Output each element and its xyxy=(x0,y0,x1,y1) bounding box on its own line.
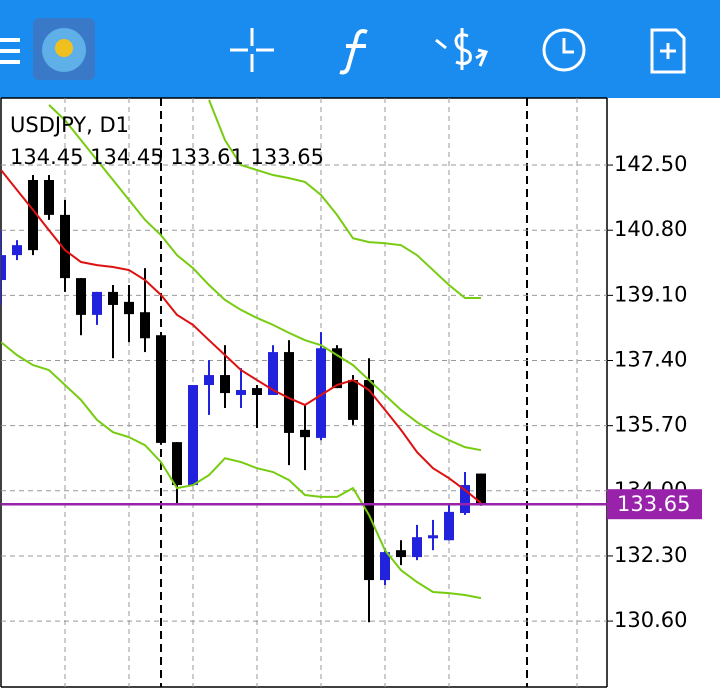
indicator-line xyxy=(1,169,482,504)
y-tick-label: 130.60 xyxy=(614,608,687,632)
indicators-button[interactable] xyxy=(339,29,368,75)
candle-body xyxy=(108,291,118,305)
plot xyxy=(1,99,607,623)
close-value: 133.65 xyxy=(251,145,324,169)
candle-body xyxy=(348,380,358,420)
candle-body xyxy=(204,375,214,386)
history-button[interactable] xyxy=(542,28,586,72)
candle-body xyxy=(44,180,54,215)
vertical-grid xyxy=(64,98,578,687)
low-value: 133.61 xyxy=(170,145,243,169)
high-value: 134.45 xyxy=(90,145,163,169)
indicator-line xyxy=(48,104,482,452)
candle-body xyxy=(1,255,6,281)
candle-body xyxy=(300,429,310,438)
candle-body xyxy=(476,473,486,505)
candle-body xyxy=(380,552,390,581)
candle-body xyxy=(284,352,294,433)
y-tick-label: 132.30 xyxy=(614,543,687,567)
app-icon[interactable] xyxy=(33,18,95,80)
new-order-button[interactable] xyxy=(650,28,686,74)
crosshair-button[interactable] xyxy=(230,28,274,72)
candle-body xyxy=(12,245,22,256)
indicator-line xyxy=(1,341,482,600)
y-tick-label: 139.10 xyxy=(614,282,687,306)
chart-title: USDJPY, D1 xyxy=(10,113,129,137)
candle-body xyxy=(316,348,326,438)
y-tick-label: 137.40 xyxy=(614,348,687,372)
candle-body xyxy=(60,214,70,279)
candle-body xyxy=(428,535,438,539)
candle-body xyxy=(124,301,134,315)
y-tick-label: 135.70 xyxy=(614,413,687,437)
candle-body xyxy=(76,278,86,315)
candle-body xyxy=(268,352,278,395)
candle-body xyxy=(220,375,230,394)
candle-body xyxy=(92,291,102,315)
period-separators xyxy=(160,98,528,687)
indicator-line xyxy=(208,99,481,300)
candle-body xyxy=(252,388,262,395)
candle-body xyxy=(364,380,374,581)
candle-body xyxy=(156,335,166,443)
trade-button[interactable] xyxy=(435,28,489,70)
candle-body xyxy=(28,180,38,251)
candle-body xyxy=(140,312,150,339)
candle-body xyxy=(460,485,470,514)
candle-body xyxy=(444,511,454,541)
candle-body xyxy=(396,550,406,558)
open-value: 134.45 xyxy=(10,145,83,169)
price-tag-label: 133.65 xyxy=(617,492,690,516)
plot-frame xyxy=(0,97,608,688)
menu-button[interactable] xyxy=(0,38,20,64)
axis: 142.50140.80139.10137.40135.70134.00132.… xyxy=(607,152,702,632)
ohlc-readout: 134.45 134.45 133.61 133.65 xyxy=(10,145,324,169)
candle-body xyxy=(332,348,342,389)
candle-body xyxy=(172,442,182,486)
y-tick-label: 142.50 xyxy=(614,152,687,176)
price-tag xyxy=(607,489,702,520)
toolbar xyxy=(0,0,720,98)
candle-body xyxy=(188,385,198,486)
candle-body xyxy=(236,390,246,395)
candle-body xyxy=(412,537,422,558)
y-tick-label: 140.80 xyxy=(614,217,687,241)
